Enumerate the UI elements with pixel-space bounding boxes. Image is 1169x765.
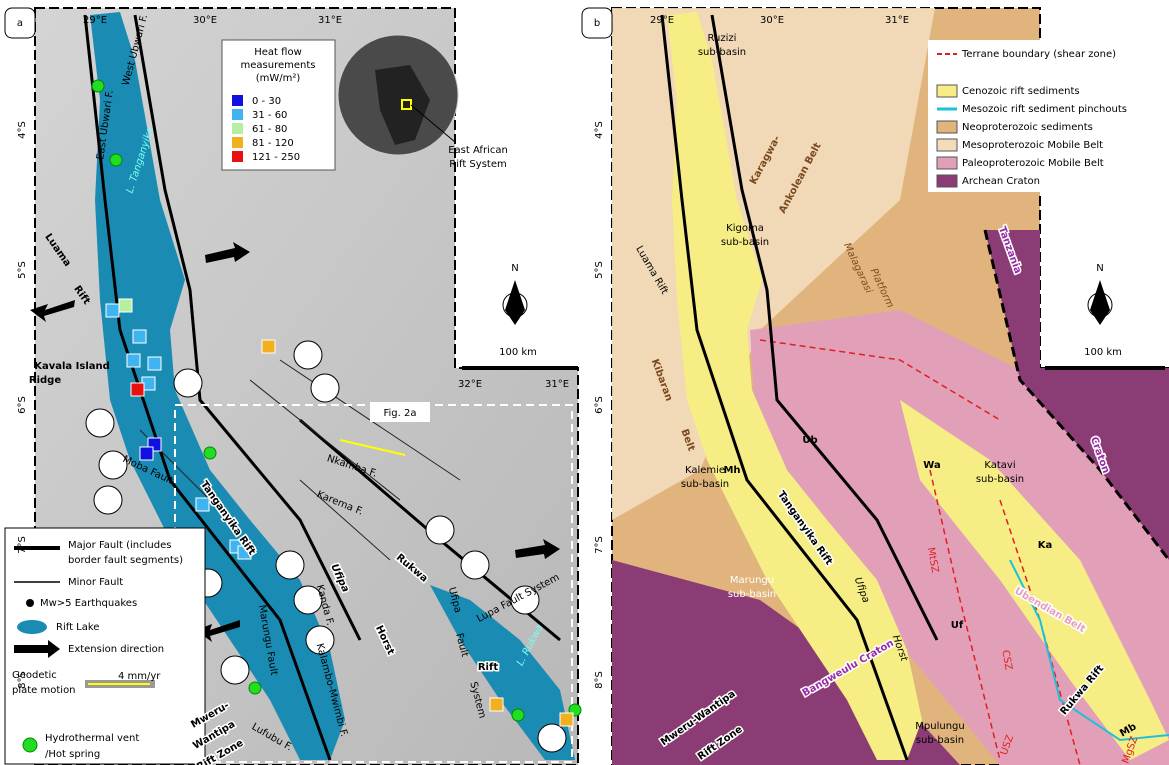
- north-label: N: [511, 263, 518, 274]
- lon-label: 31°E: [318, 15, 342, 26]
- map-label: sub-basin: [721, 237, 769, 248]
- lon-label: 29°E: [83, 15, 107, 26]
- heat-flow-swatch: [232, 151, 243, 162]
- heat-flow-label: 121 - 250: [252, 152, 300, 163]
- heat-flow-title: (mW/m²): [256, 73, 301, 84]
- inset-label: Rift System: [449, 159, 506, 170]
- lat-label: 5°S: [17, 261, 28, 279]
- legend-swatch: [937, 139, 957, 151]
- map-label: Uf: [951, 620, 964, 631]
- heat-flow-swatch: [232, 95, 243, 106]
- lat-label: 7°S: [594, 536, 605, 554]
- map-label: Wa: [923, 460, 940, 471]
- map-label: Ruzizi: [708, 33, 737, 44]
- legend-b-box: [928, 40, 1169, 192]
- scale-label: 100 km: [1084, 347, 1122, 358]
- map-label: Kavala Island: [34, 361, 110, 372]
- legend-label: /Hot spring: [45, 749, 100, 760]
- legend-label: Hydrothermal vent: [45, 733, 139, 744]
- fig-box-label: Fig. 2a: [384, 408, 417, 419]
- north-arrow-a: [503, 280, 527, 325]
- page: Tanganyika-Rukwa rift map body { margin:…: [0, 0, 1169, 765]
- legend-label: Mesozoic rift sediment pinchouts: [962, 104, 1127, 115]
- lat-label: 8°S: [594, 671, 605, 689]
- lon-label: 30°E: [193, 15, 217, 26]
- legend-label: Minor Fault: [68, 577, 123, 588]
- heat-flow-label: 0 - 30: [252, 96, 281, 107]
- heat-flow-title: Heat flow: [254, 47, 302, 58]
- legend-label: Paleoproterozoic Mobile Belt: [962, 158, 1104, 169]
- legend-label: Geodetic: [12, 670, 57, 681]
- panel-label: b: [594, 18, 600, 29]
- fig-box-lon: 32°E: [458, 379, 482, 390]
- legend-label: Extension direction: [68, 644, 164, 655]
- legend-swatch: [937, 121, 957, 133]
- legend-rift-lake: [17, 620, 47, 634]
- heat-flow-swatch: [232, 137, 243, 148]
- body: { "panel_a": { "label": "a", "lon_labels…: [0, 0, 1169, 765]
- lon-label: 30°E: [760, 15, 784, 26]
- map-label: Marungu: [730, 575, 774, 586]
- lat-label: 5°S: [594, 261, 605, 279]
- legend-label: plate motion: [12, 685, 76, 696]
- legend-label: Cenozoic rift sediments: [962, 86, 1080, 97]
- legend-label: Terrane boundary (shear zone): [961, 49, 1116, 60]
- legend-label: Mw>5 Earthquakes: [40, 598, 137, 609]
- heat-flow-label: 31 - 60: [252, 110, 287, 121]
- legend-label: 4 mm/yr: [118, 671, 161, 682]
- map-label: sub-basin: [916, 735, 964, 746]
- heat-flow-swatch: [232, 109, 243, 120]
- heat-flow-label: 61 - 80: [252, 124, 287, 135]
- lat-label: 7°S: [17, 536, 28, 554]
- legend-label: Mesoproterozoic Mobile Belt: [962, 140, 1103, 151]
- heat-flow-label: 81 - 120: [252, 138, 294, 149]
- lat-label: 6°S: [594, 396, 605, 414]
- map-label: Ridge: [29, 375, 61, 386]
- map-label: sub-basin: [728, 589, 776, 600]
- inset-label: East African: [448, 145, 508, 156]
- legend-swatch: [937, 175, 957, 187]
- lat-label: 4°S: [594, 121, 605, 139]
- map-label: Mpulungu: [915, 721, 964, 732]
- panel-label: a: [17, 18, 23, 29]
- legend-swatch: [937, 157, 957, 169]
- heat-flow-title: measurements: [241, 60, 316, 71]
- map-label: Katavi: [984, 460, 1015, 471]
- map-label: sub-basin: [698, 47, 746, 58]
- north-label: N: [1096, 263, 1103, 274]
- lat-label: 6°S: [17, 396, 28, 414]
- map-label: sub-basin: [976, 474, 1024, 485]
- map-label: Kalemie: [685, 465, 725, 476]
- lat-label: 4°S: [17, 121, 28, 139]
- legend-label: border fault segments): [68, 555, 183, 566]
- map-label: Ka: [1038, 540, 1053, 551]
- legend-vent: [23, 738, 37, 752]
- legend-label: Rift Lake: [56, 622, 99, 633]
- map-label: sub-basin: [681, 479, 729, 490]
- scale-label: 100 km: [499, 347, 537, 358]
- legend-swatch: [937, 85, 957, 97]
- north-arrow-b: [1088, 280, 1112, 325]
- map-label: Ub: [802, 435, 817, 446]
- lon-label: 31°E: [885, 15, 909, 26]
- map-label: Kigoma: [726, 223, 764, 234]
- legend-label: Major Fault (includes: [68, 540, 171, 551]
- legend-earthquake: [26, 599, 34, 607]
- legend-label: Archean Craton: [962, 176, 1040, 187]
- fig-box-lon: 31°E: [545, 379, 569, 390]
- heat-flow-swatch: [232, 123, 243, 134]
- map-label: Mh: [723, 465, 740, 476]
- figure: a 29°E 30°E 31°E 4°S 5°S 6°S 7°S 8°S N 100 km b 29°E…: [0, 0, 1169, 765]
- legend-label: Neoproterozoic sediments: [962, 122, 1093, 133]
- map-label: Rift: [478, 662, 498, 673]
- lon-label: 29°E: [650, 15, 674, 26]
